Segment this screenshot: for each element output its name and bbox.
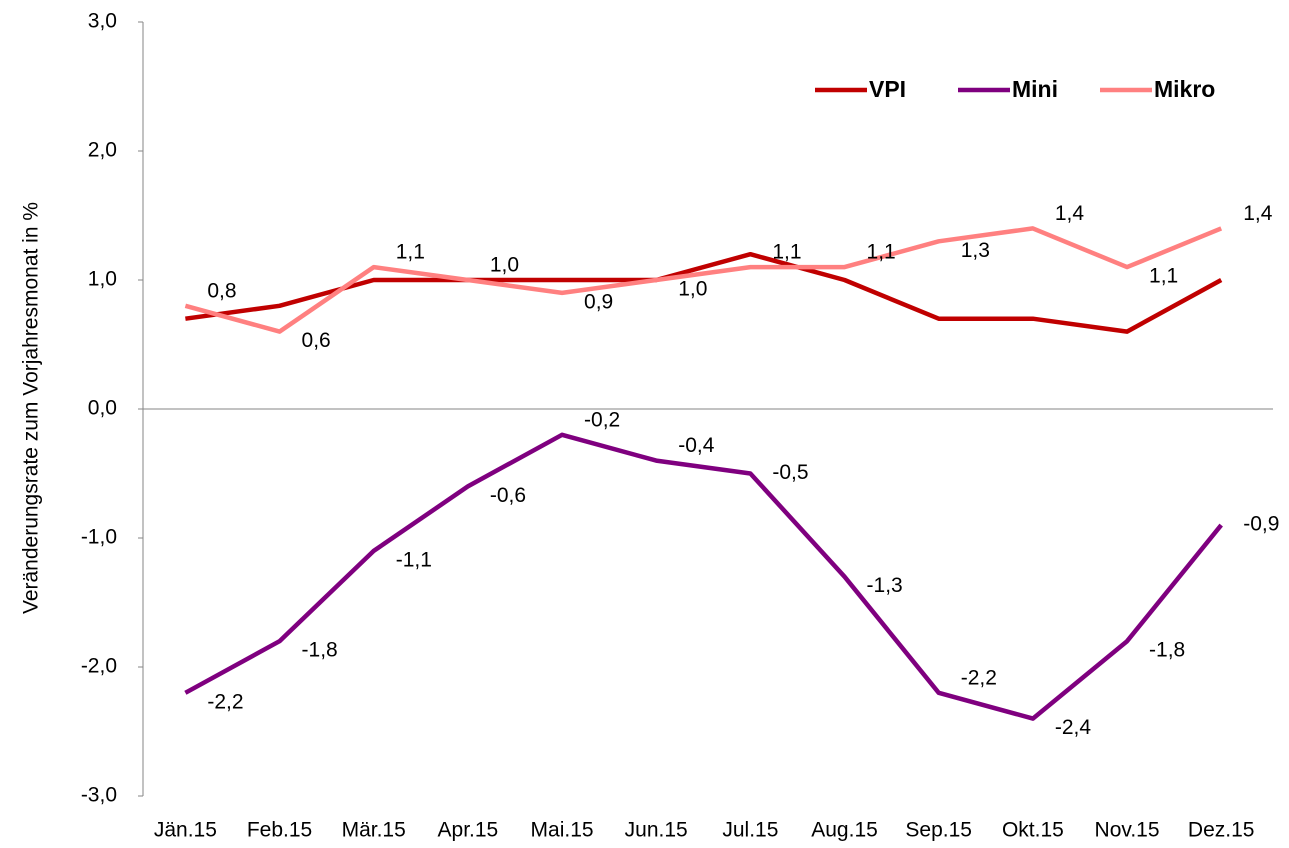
x-tick-label: Jun.15 xyxy=(625,819,688,842)
x-tick-label: Okt.15 xyxy=(1002,819,1064,842)
line-mikro xyxy=(184,226,1223,334)
data-label: 1,3 xyxy=(961,239,990,262)
data-label: -0,5 xyxy=(772,461,808,484)
data-label: 1,0 xyxy=(678,278,707,301)
x-tick-label: Apr.15 xyxy=(438,819,499,842)
data-label: -0,4 xyxy=(678,434,715,457)
x-tick-label: Sep.15 xyxy=(905,819,972,842)
data-label: -2,2 xyxy=(961,666,997,689)
data-label: 1,0 xyxy=(490,254,519,277)
data-label: 1,4 xyxy=(1055,202,1085,225)
data-label: 1,1 xyxy=(396,241,425,264)
legend-label: Mikro xyxy=(1154,76,1215,102)
line-mini xyxy=(184,432,1223,721)
x-tick-label: Feb.15 xyxy=(247,819,312,842)
x-tick-label: Mai.15 xyxy=(531,819,594,842)
data-label: -0,6 xyxy=(490,484,526,507)
x-tick-label: Nov.15 xyxy=(1095,819,1160,842)
line-vpi xyxy=(185,251,1223,334)
y-tick-label: 1,0 xyxy=(88,268,117,291)
data-label: -1,1 xyxy=(396,548,432,571)
y-tick-label: 0,0 xyxy=(88,397,117,420)
x-tick-label: Dez.15 xyxy=(1188,819,1255,842)
data-label: 1,1 xyxy=(1149,265,1178,288)
y-tick-label: 3,0 xyxy=(88,10,117,33)
x-tick-label: Jän.15 xyxy=(154,819,217,842)
data-label: -1,8 xyxy=(1149,639,1185,662)
y-tick-label: -1,0 xyxy=(81,526,117,549)
legend-label: VPI xyxy=(869,76,906,102)
data-label: -0,9 xyxy=(1243,513,1279,536)
x-tick-label: Jul.15 xyxy=(722,819,778,842)
legend-label: Mini xyxy=(1012,76,1058,102)
y-tick-label: 2,0 xyxy=(88,139,117,162)
x-tick-label: Aug.15 xyxy=(811,819,878,842)
data-label: 0,9 xyxy=(584,290,613,313)
data-label: -2,4 xyxy=(1055,716,1092,739)
y-tick-label: -2,0 xyxy=(81,655,117,678)
data-label: -0,2 xyxy=(584,408,620,431)
data-label: 1,1 xyxy=(867,241,896,264)
data-label: -1,3 xyxy=(867,574,903,597)
data-label: 0,8 xyxy=(207,279,236,302)
data-label: 0,6 xyxy=(302,329,331,352)
y-tick-label: -3,0 xyxy=(81,784,117,807)
x-tick-label: Mär.15 xyxy=(342,819,406,842)
data-label: 1,4 xyxy=(1243,202,1273,225)
data-label: -2,2 xyxy=(207,690,243,713)
data-label: 1,1 xyxy=(772,241,801,264)
data-label: -1,8 xyxy=(302,639,338,662)
y-axis-label: Veränderungsrate zum Vorjahresmonat in % xyxy=(20,202,43,614)
